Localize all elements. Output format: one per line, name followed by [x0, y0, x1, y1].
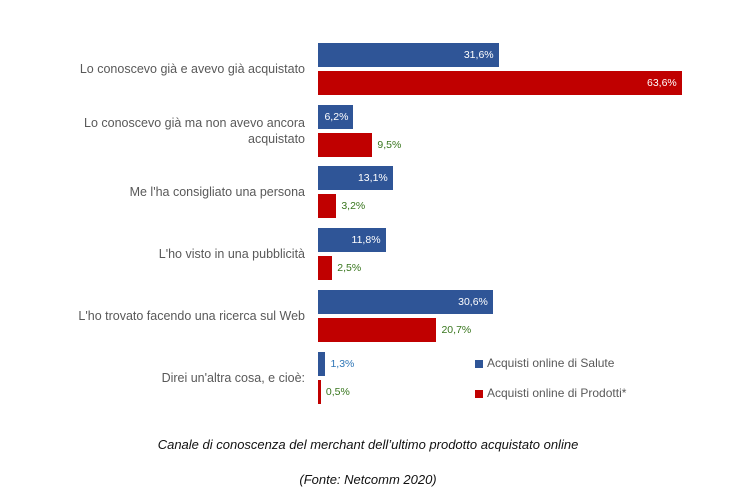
- value-label: 11,8%: [351, 234, 381, 247]
- value-label: 6,2%: [324, 110, 349, 123]
- bar: [318, 166, 393, 191]
- legend-label: Acquisti online di Salute: [487, 355, 615, 370]
- value-label: 9,5%: [377, 138, 402, 151]
- value-label: 2,5%: [337, 262, 362, 275]
- bar: [318, 379, 321, 404]
- category-label: L'ho trovato facendo una ricerca sul Web: [78, 308, 305, 323]
- value-label: 31,6%: [463, 49, 494, 61]
- legend-marker: [475, 389, 483, 398]
- bar: [318, 132, 373, 157]
- chart-title: Canale di conoscenza del merchant dell’u…: [157, 437, 579, 452]
- value-label: 13,1%: [357, 172, 388, 185]
- legend-label: Acquisti online di Prodotti*: [487, 385, 627, 400]
- value-label: 20,7%: [441, 323, 472, 336]
- value-label: 30,6%: [458, 295, 488, 308]
- category-label: Lo conoscevo già ma non avevo ancora acq…: [84, 115, 305, 146]
- bar: [318, 289, 494, 314]
- bar: [318, 71, 682, 95]
- value-label: 3,2%: [341, 200, 366, 213]
- category-label: Me l'ha consigliato una persona: [129, 185, 305, 200]
- chart-subtitle: (Fonte: Netcomm 2020): [299, 472, 437, 487]
- category-label: Direi un'altra cosa, e cioè:: [161, 370, 305, 385]
- bar: [318, 351, 326, 376]
- category-label: Lo conoscevo già e avevo già acquistato: [79, 62, 305, 76]
- bar: [318, 43, 499, 67]
- bar: [318, 104, 354, 129]
- bar: [318, 228, 386, 253]
- value-label: 0,5%: [325, 385, 350, 398]
- legend-marker: [475, 359, 483, 368]
- bar: [318, 317, 437, 342]
- bar: [318, 256, 333, 281]
- value-label: 1,3%: [330, 357, 355, 370]
- category-label: L'ho visto in una pubblicità: [158, 247, 305, 262]
- value-label: 63,6%: [647, 77, 677, 89]
- bar: [318, 194, 337, 219]
